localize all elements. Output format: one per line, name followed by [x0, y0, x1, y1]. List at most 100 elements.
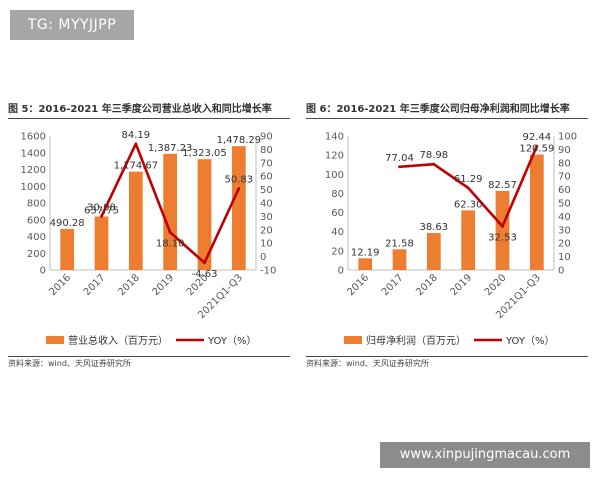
yoy-point	[398, 165, 401, 169]
left-tick-label: 120	[325, 151, 344, 162]
revenue-chart-title: 图 5：2016-2021 年三季度公司营业总收入和同比增长率	[8, 102, 290, 119]
right-tick-label: 50	[558, 199, 571, 210]
profit-chart-source: 资料来源：wind、天风证券研究所	[306, 356, 588, 371]
bar	[529, 154, 544, 270]
left-tick-label: 0	[338, 266, 344, 277]
x-tick-label: 2019	[151, 272, 177, 298]
left-tick-label: 60	[331, 208, 344, 219]
line-data-label: 50.83	[225, 174, 254, 185]
yoy-point	[501, 225, 504, 228]
bar	[60, 228, 75, 270]
bar-data-label: 490.28	[50, 218, 85, 229]
bar	[231, 146, 246, 270]
bar-data-label: 120.59	[519, 144, 554, 155]
line-data-label: -4.63	[192, 269, 218, 280]
x-tick-label: 2018	[116, 272, 142, 298]
right-tick-label: 50	[260, 185, 273, 196]
bar-data-label: 1,387.23	[148, 143, 193, 154]
left-tick-label: 1400	[21, 148, 46, 159]
left-tick-label: 200	[27, 249, 46, 260]
yoy-point	[432, 162, 436, 166]
yoy-point	[203, 261, 206, 265]
right-tick-label: 20	[558, 239, 571, 250]
profit-chart-panel: 图 6：2016-2021 年三季度公司归母净利润和同比增长率 0 20 40 60 8…	[306, 102, 588, 372]
legend-bar-swatch	[344, 336, 362, 344]
x-tick-label: 2016	[48, 272, 74, 298]
bar-data-label: 21.58	[385, 238, 414, 249]
line-data-label: 92.44	[523, 132, 552, 143]
revenue-chart-panel: 图 5：2016-2021 年三季度公司营业总收入和同比增长率 0 200 400 6…	[8, 102, 290, 372]
yoy-point	[168, 230, 172, 234]
bar	[197, 159, 212, 270]
bar-data-label: 1,478.29	[217, 135, 262, 146]
left-tick-label: 800	[27, 199, 46, 210]
yoy-point	[237, 187, 241, 190]
right-tick-label: 10	[558, 252, 571, 263]
revenue-chart: 0 200 400 600 800 1000 1200 1400 1600 -10 0 10 20 30 4…	[21, 130, 277, 347]
legend-line-label: YOY（%）	[207, 335, 257, 347]
x-tick-label: 2018	[414, 272, 440, 298]
x-tick-label: 2016	[346, 272, 372, 298]
yoy-point	[134, 142, 138, 146]
line-data-label: 30.08	[87, 202, 116, 213]
site-watermark: www.xinpujingmacau.com	[380, 442, 590, 468]
right-tick-label: 100	[558, 132, 577, 143]
legend-line-label: YOY（%）	[505, 335, 555, 347]
right-tick-label: 30	[260, 212, 273, 223]
left-tick-label: 140	[325, 132, 344, 143]
bar-data-label: 82.57	[488, 180, 517, 191]
bar-data-label: 38.63	[420, 222, 449, 233]
right-tick-label: 20	[260, 225, 273, 236]
left-tick-label: 600	[27, 215, 46, 226]
bar-data-label: 12.19	[351, 247, 380, 258]
profit-chart-title: 图 6：2016-2021 年三季度公司归母净利润和同比增长率	[306, 102, 588, 119]
legend-bar-label: 营业总收入（百万元）	[68, 334, 168, 347]
right-tick-label: 60	[260, 172, 273, 183]
left-tick-label: 20	[331, 246, 344, 257]
right-tick-label: 40	[558, 212, 571, 223]
left-tick-label: 1600	[21, 132, 46, 143]
left-tick-label: 80	[331, 189, 344, 200]
revenue-chart-source: 资料来源：wind、天风证券研究所	[8, 356, 290, 371]
bar	[495, 190, 510, 270]
bar-data-label: 1,174.67	[114, 161, 159, 172]
right-tick-label: 90	[260, 132, 273, 143]
right-tick-label: 60	[558, 185, 571, 196]
legend-bar-swatch	[46, 336, 64, 344]
bar	[358, 258, 373, 270]
right-tick-label: 30	[558, 225, 571, 236]
left-tick-label: 100	[325, 170, 344, 181]
line-data-label: 32.53	[488, 232, 517, 243]
right-tick-label: 0	[260, 252, 266, 263]
right-tick-label: 0	[558, 266, 564, 277]
bar-data-label: 1,323.05	[182, 148, 227, 159]
right-tick-label: 70	[260, 158, 273, 169]
bar-data-label: 637.75	[84, 206, 119, 217]
profit-chart: 0 20 40 60 80 100 120 140 0 10 20 30 40 50 60 70 80 90 100…	[325, 132, 577, 348]
bar	[426, 233, 441, 270]
x-tick-label: 2020	[483, 272, 509, 298]
bar	[94, 216, 109, 270]
legend-bar-label: 归母净利润（百万元）	[366, 334, 466, 347]
bar-data-label: 62.30	[454, 199, 483, 210]
left-tick-label: 1200	[21, 165, 46, 176]
channel-watermark: TG: MYYJJPP	[10, 10, 134, 40]
line-data-label: 61.29	[454, 174, 483, 185]
x-tick-label: 2019	[449, 272, 475, 298]
bar	[461, 210, 476, 270]
line-data-label: 84.19	[122, 130, 151, 141]
left-tick-label: 400	[27, 232, 46, 243]
line-data-label: 78.98	[420, 150, 449, 161]
line-data-label: 18.10	[156, 238, 185, 249]
yoy-point	[466, 186, 470, 190]
bar	[163, 153, 178, 270]
yoy-point	[535, 144, 539, 148]
right-tick-label: 40	[260, 199, 273, 210]
right-tick-label: 90	[558, 145, 571, 156]
left-tick-label: 0	[40, 266, 46, 277]
bar	[128, 171, 143, 270]
left-tick-label: 40	[331, 227, 344, 238]
right-tick-label: 10	[260, 239, 273, 250]
right-tick-label: -10	[260, 266, 276, 277]
right-tick-label: 80	[260, 145, 273, 156]
